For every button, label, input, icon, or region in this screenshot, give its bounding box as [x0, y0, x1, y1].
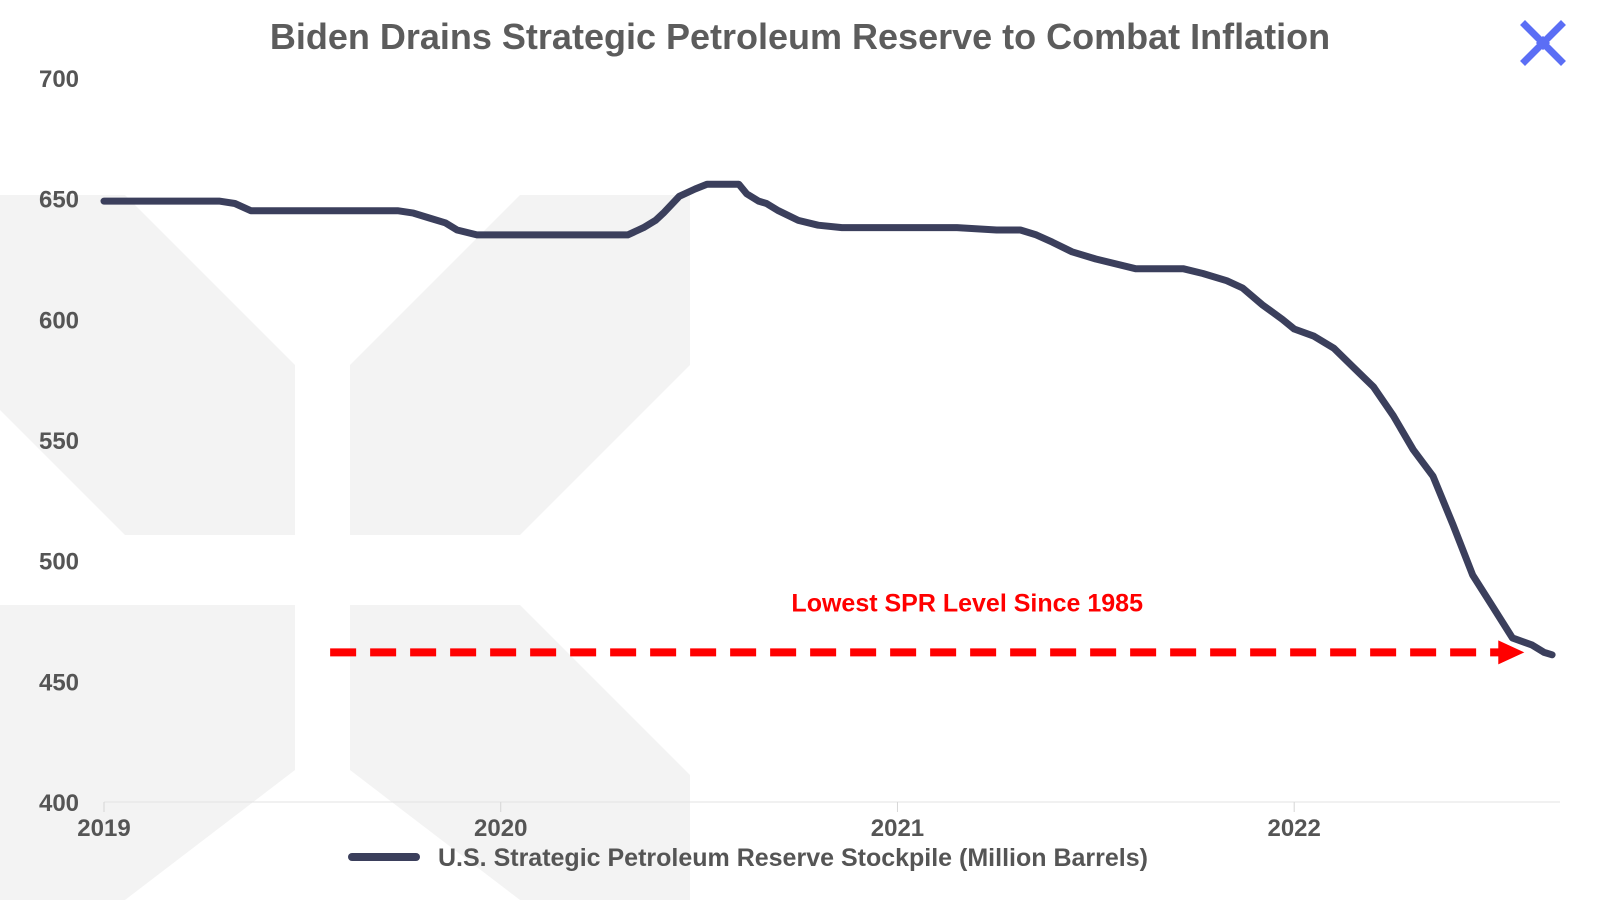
- x-tick-label: 2022: [1267, 815, 1320, 842]
- y-tick-label: 600: [39, 307, 79, 334]
- y-tick-label: 500: [39, 549, 79, 576]
- y-tick-label: 450: [39, 669, 79, 696]
- y-axis: 400 450 500 550 600 650 700: [39, 66, 79, 817]
- series-line-0: [100, 180, 1556, 659]
- y-tick-label: 550: [39, 428, 79, 455]
- y-tick-label: 400: [39, 790, 79, 817]
- annotation-layer: Lowest SPR Level Since 1985: [330, 589, 1525, 665]
- x-tick-label: 2019: [77, 815, 130, 842]
- legend: U.S. Strategic Petroleum Reserve Stockpi…: [348, 844, 1148, 872]
- x-tick-label: 2021: [871, 815, 924, 842]
- watermark-icon: [0, 195, 690, 900]
- y-tick-label: 700: [39, 66, 79, 93]
- x-axis: 2019 2020 2021 2022: [77, 801, 1560, 842]
- x-logo-icon: [1520, 20, 1566, 66]
- y-tick-label: 650: [39, 187, 79, 214]
- annotation-label: Lowest SPR Level Since 1985: [791, 589, 1143, 617]
- x-tick-label: 2020: [474, 815, 527, 842]
- chart-title: Biden Drains Strategic Petroleum Reserve…: [270, 16, 1330, 57]
- series-layer: [100, 180, 1556, 659]
- legend-label: U.S. Strategic Petroleum Reserve Stockpi…: [438, 844, 1148, 872]
- annotation-arrowhead: [1498, 640, 1525, 665]
